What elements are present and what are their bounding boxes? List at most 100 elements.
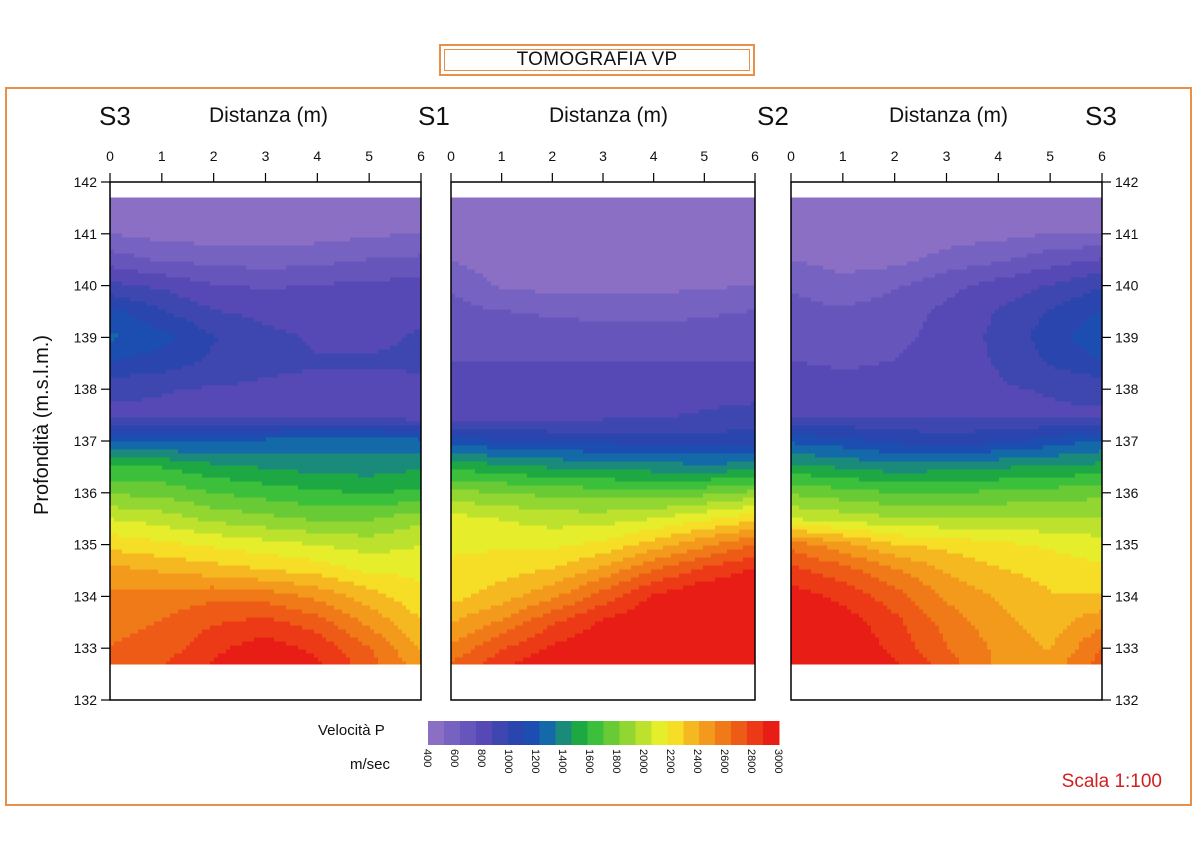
velocity-cell bbox=[194, 266, 199, 271]
velocity-cell bbox=[130, 266, 135, 271]
velocity-cell bbox=[298, 270, 303, 275]
velocity-cell bbox=[274, 266, 279, 271]
velocity-cell bbox=[206, 246, 211, 251]
velocity-cell bbox=[258, 254, 263, 259]
velocity-cell bbox=[266, 270, 271, 275]
velocity-cell bbox=[402, 222, 407, 227]
velocity-cell bbox=[326, 254, 331, 259]
velocity-cell bbox=[166, 218, 171, 223]
velocity-cell bbox=[118, 202, 123, 207]
velocity-cell bbox=[262, 234, 267, 239]
velocity-cell bbox=[362, 258, 367, 263]
velocity-cell bbox=[298, 286, 303, 291]
velocity-cell bbox=[290, 246, 295, 251]
velocity-cell bbox=[270, 242, 275, 247]
velocity-cell bbox=[366, 278, 371, 283]
velocity-cell bbox=[138, 214, 143, 219]
velocity-cell bbox=[334, 270, 339, 275]
velocity-cell bbox=[322, 254, 327, 259]
velocity-cell bbox=[318, 206, 323, 211]
velocity-cell bbox=[306, 294, 311, 299]
velocity-cell bbox=[230, 254, 235, 259]
velocity-cell bbox=[118, 262, 123, 267]
velocity-cell bbox=[242, 258, 247, 263]
velocity-cell bbox=[242, 214, 247, 219]
velocity-cell bbox=[310, 198, 315, 203]
velocity-cell bbox=[262, 286, 267, 291]
velocity-cell bbox=[162, 270, 167, 275]
velocity-cell bbox=[334, 206, 339, 211]
velocity-cell bbox=[174, 286, 179, 291]
velocity-cell bbox=[346, 262, 351, 267]
velocity-cell bbox=[130, 218, 135, 223]
velocity-cell bbox=[262, 202, 267, 207]
velocity-cell bbox=[322, 202, 327, 207]
velocity-cell bbox=[202, 218, 207, 223]
velocity-cell bbox=[390, 214, 395, 219]
velocity-cell bbox=[322, 222, 327, 227]
velocity-cell bbox=[190, 254, 195, 259]
velocity-cell bbox=[406, 294, 411, 299]
velocity-cell bbox=[354, 198, 359, 203]
velocity-cell bbox=[202, 294, 207, 299]
velocity-cell bbox=[118, 266, 123, 271]
velocity-cell bbox=[206, 234, 211, 239]
velocity-cell bbox=[314, 210, 319, 215]
velocity-cell bbox=[230, 198, 235, 203]
velocity-cell bbox=[378, 214, 383, 219]
velocity-cell bbox=[138, 250, 143, 255]
velocity-cell bbox=[394, 230, 399, 235]
velocity-cell bbox=[162, 222, 167, 227]
velocity-cell bbox=[150, 302, 155, 307]
velocity-cell bbox=[278, 198, 283, 203]
velocity-cell bbox=[326, 250, 331, 255]
velocity-cell bbox=[258, 298, 263, 303]
velocity-cell bbox=[410, 294, 415, 299]
velocity-cell bbox=[334, 198, 339, 203]
velocity-cell bbox=[170, 302, 175, 307]
velocity-cell bbox=[390, 294, 395, 299]
velocity-cell bbox=[366, 250, 371, 255]
velocity-cell bbox=[114, 286, 119, 291]
velocity-cell bbox=[374, 238, 379, 243]
velocity-cell bbox=[330, 298, 335, 303]
velocity-cell bbox=[194, 258, 199, 263]
velocity-cell bbox=[314, 290, 319, 295]
velocity-cell bbox=[290, 214, 295, 219]
velocity-cell bbox=[370, 286, 375, 291]
velocity-cell bbox=[346, 250, 351, 255]
velocity-cell bbox=[138, 206, 143, 211]
velocity-cell bbox=[214, 302, 219, 307]
velocity-cell bbox=[222, 286, 227, 291]
velocity-cell bbox=[414, 254, 419, 259]
velocity-cell bbox=[394, 278, 399, 283]
velocity-cell bbox=[238, 290, 243, 295]
velocity-cell bbox=[298, 210, 303, 215]
velocity-cell bbox=[334, 254, 339, 259]
velocity-cell bbox=[342, 222, 347, 227]
velocity-cell bbox=[234, 210, 239, 215]
velocity-cell bbox=[166, 274, 171, 279]
velocity-cell bbox=[290, 270, 295, 275]
velocity-cell bbox=[190, 262, 195, 267]
velocity-cell bbox=[178, 210, 183, 215]
velocity-cell bbox=[302, 218, 307, 223]
velocity-cell bbox=[222, 210, 227, 215]
velocity-cell bbox=[118, 270, 123, 275]
velocity-cell bbox=[126, 210, 131, 215]
velocity-cell bbox=[326, 238, 331, 243]
velocity-cell bbox=[222, 206, 227, 211]
velocity-cell bbox=[198, 214, 203, 219]
velocity-cell bbox=[310, 230, 315, 235]
velocity-cell bbox=[126, 258, 131, 263]
velocity-cell bbox=[130, 282, 135, 287]
velocity-cell bbox=[178, 238, 183, 243]
velocity-cell bbox=[142, 262, 147, 267]
velocity-cell bbox=[166, 290, 171, 295]
velocity-cell bbox=[362, 202, 367, 207]
velocity-cell bbox=[366, 218, 371, 223]
velocity-cell bbox=[218, 270, 223, 275]
velocity-cell bbox=[358, 274, 363, 279]
velocity-cell bbox=[198, 202, 203, 207]
velocity-cell bbox=[246, 286, 251, 291]
